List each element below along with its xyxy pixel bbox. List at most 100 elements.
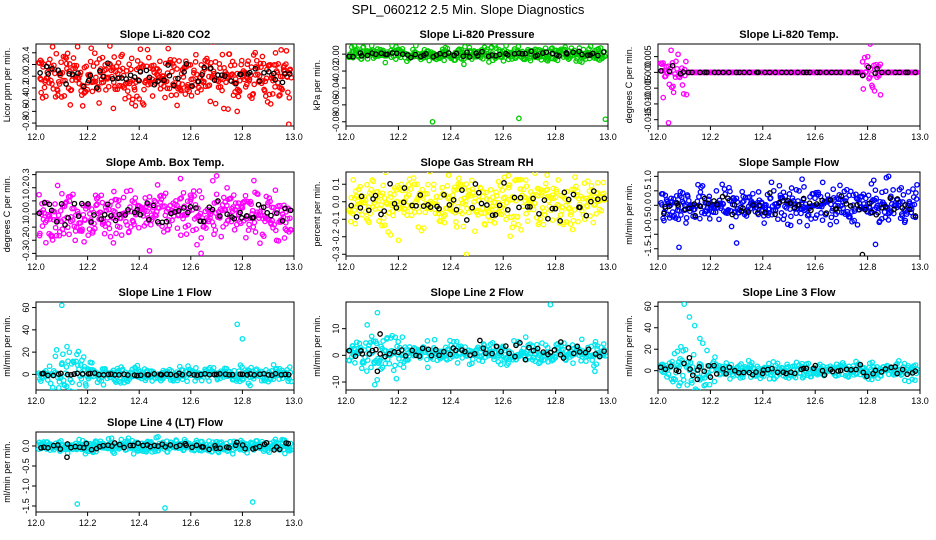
data-point (573, 183, 579, 190)
data-point (754, 210, 761, 216)
x-tick-label: 12.4 (130, 132, 148, 142)
data-point (444, 183, 451, 189)
data-point (451, 187, 457, 194)
data-point (842, 198, 849, 204)
data-point (192, 59, 199, 65)
data-point (260, 233, 267, 240)
data-point (861, 54, 868, 61)
data-point (231, 62, 238, 68)
data-point (80, 211, 87, 218)
data-point (453, 224, 460, 230)
data-point (228, 78, 235, 84)
data-point (457, 181, 464, 188)
data-point-outlier (64, 343, 70, 350)
data-point (819, 367, 826, 374)
data-point (711, 378, 718, 385)
data-point (847, 203, 854, 209)
data-point (808, 216, 814, 222)
data-point (119, 65, 126, 72)
data-point (600, 179, 607, 186)
data-point (144, 200, 151, 206)
data-point (796, 202, 802, 208)
data-point (272, 370, 279, 377)
data-point (705, 362, 712, 369)
y-tick-label: -0.010 (643, 91, 653, 117)
data-point (346, 53, 353, 60)
data-point (266, 449, 273, 456)
chart-title: Slope Line 1 Flow (119, 287, 212, 299)
data-point (184, 378, 190, 385)
data-point (460, 223, 467, 230)
data-point (174, 225, 181, 232)
data-point (127, 442, 134, 449)
data-point (103, 66, 109, 73)
data-point (688, 377, 695, 384)
data-point (536, 210, 542, 217)
data-point (453, 338, 460, 345)
data-point (378, 211, 384, 218)
data-point (250, 224, 257, 230)
points-layer (658, 173, 920, 256)
x-tick-label: 12.6 (494, 132, 512, 142)
data-point (496, 51, 503, 58)
data-point (272, 227, 279, 234)
data-point (78, 200, 85, 207)
data-point (265, 372, 272, 378)
data-point (88, 45, 95, 52)
data-point (789, 195, 796, 202)
data-point (62, 77, 68, 84)
data-point (796, 188, 802, 194)
data-point (126, 228, 132, 235)
plot-frame (345, 301, 609, 391)
data-point (585, 346, 592, 353)
data-point (193, 51, 199, 58)
data-point (36, 210, 43, 217)
data-point (479, 205, 486, 211)
data-point (813, 212, 820, 218)
series-averages (39, 370, 292, 379)
series-all-points (36, 302, 294, 390)
y-tick-label: -0.1 (331, 211, 341, 227)
data-point (218, 72, 225, 79)
data-point (223, 79, 229, 86)
data-point (383, 347, 389, 354)
data-point (556, 53, 562, 59)
data-point (791, 370, 798, 377)
data-point (174, 102, 180, 109)
data-point (666, 68, 673, 75)
data-point (220, 194, 227, 201)
data-point (594, 179, 601, 186)
data-point (257, 60, 264, 67)
data-point (588, 198, 594, 205)
data-point (70, 55, 77, 61)
data-point (498, 348, 504, 355)
data-point (350, 177, 357, 183)
data-point (570, 350, 577, 357)
data-point (873, 211, 880, 218)
data-point (151, 371, 158, 377)
data-point (896, 69, 903, 76)
x-tick-label: 12.6 (494, 396, 512, 406)
data-point (860, 369, 867, 376)
data-point (127, 187, 134, 194)
data-point (791, 204, 798, 211)
data-point (386, 350, 393, 357)
data-point (101, 230, 108, 237)
data-point (288, 227, 294, 233)
data-point (401, 185, 408, 191)
data-point (71, 200, 78, 207)
data-point (400, 364, 407, 371)
data-point (69, 71, 76, 78)
data-point (857, 361, 864, 368)
data-point (405, 181, 412, 188)
data-point (47, 56, 53, 63)
data-point (166, 85, 173, 92)
data-point (80, 354, 87, 360)
data-point (803, 365, 810, 372)
data-point (281, 202, 287, 209)
series-averages (38, 439, 292, 461)
points-layer (36, 44, 294, 126)
data-point (583, 358, 589, 365)
data-point (450, 197, 457, 203)
chart-title: Slope Gas Stream RH (420, 157, 533, 169)
